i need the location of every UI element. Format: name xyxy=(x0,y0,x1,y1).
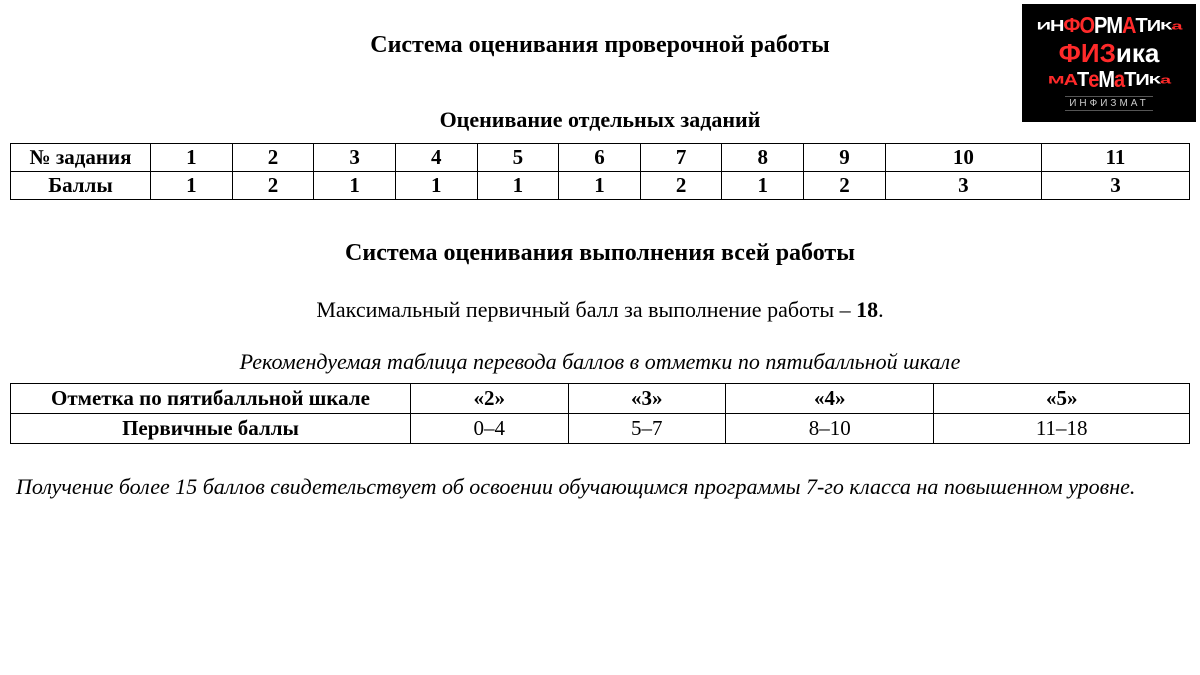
task-number: 11 xyxy=(1041,144,1189,172)
task-number: 6 xyxy=(559,144,641,172)
footer-note: Получение более 15 баллов свидетельствуе… xyxy=(10,474,1190,500)
task-points: 1 xyxy=(395,172,477,200)
logo-caption: ИНФИЗМАТ xyxy=(1065,96,1153,111)
task-points: 1 xyxy=(559,172,641,200)
tasks-row-numbers: № задания 1 2 3 4 5 6 7 8 9 10 11 xyxy=(11,144,1190,172)
task-points: 2 xyxy=(640,172,722,200)
task-number: 9 xyxy=(804,144,886,172)
grade-range: 0–4 xyxy=(411,414,569,444)
logo-line-3: МАТеМаТИКа xyxy=(1048,69,1170,92)
task-number: 10 xyxy=(885,144,1041,172)
task-points: 1 xyxy=(477,172,559,200)
section-title: Система оценивания выполнения всей работ… xyxy=(10,240,1190,267)
logo-line-2: ФИЗика xyxy=(1059,38,1160,69)
max-score-line: Максимальный первичный балл за выполнени… xyxy=(10,297,1190,323)
grade-mark: «4» xyxy=(726,384,934,414)
brand-logo: ИНФОРМАТИКа ФИЗика МАТеМаТИКа ИНФИЗМАТ xyxy=(1022,4,1196,122)
task-number: 1 xyxy=(151,144,233,172)
conversion-caption: Рекомендуемая таблица перевода баллов в … xyxy=(10,349,1190,375)
grade-range: 8–10 xyxy=(726,414,934,444)
page-title: Система оценивания проверочной работы xyxy=(10,32,1190,59)
max-score-suffix: . xyxy=(878,297,884,322)
task-points: 3 xyxy=(885,172,1041,200)
tasks-row-label: № задания xyxy=(11,144,151,172)
grade-mark: «5» xyxy=(934,384,1190,414)
task-points: 1 xyxy=(151,172,233,200)
task-number: 2 xyxy=(232,144,314,172)
grades-row-marks: Отметка по пятибалльной шкале «2» «3» «4… xyxy=(11,384,1190,414)
grades-row-ranges: Первичные баллы 0–4 5–7 8–10 11–18 xyxy=(11,414,1190,444)
tasks-subtitle: Оценивание отдельных заданий xyxy=(10,107,1190,133)
grades-table: Отметка по пятибалльной шкале «2» «3» «4… xyxy=(10,383,1190,444)
grades-row-label: Отметка по пятибалльной шкале xyxy=(11,384,411,414)
tasks-row-label: Баллы xyxy=(11,172,151,200)
grade-range: 5–7 xyxy=(568,414,726,444)
task-points: 1 xyxy=(722,172,804,200)
grade-mark: «2» xyxy=(411,384,569,414)
task-number: 4 xyxy=(395,144,477,172)
logo-line-1: ИНФОРМАТИКа xyxy=(1037,15,1182,38)
grades-row-label: Первичные баллы xyxy=(11,414,411,444)
task-number: 3 xyxy=(314,144,396,172)
grade-range: 11–18 xyxy=(934,414,1190,444)
max-score-value: 18 xyxy=(856,297,878,322)
task-points: 1 xyxy=(314,172,396,200)
task-number: 5 xyxy=(477,144,559,172)
task-number: 7 xyxy=(640,144,722,172)
tasks-row-points: Баллы 1 2 1 1 1 1 2 1 2 3 3 xyxy=(11,172,1190,200)
max-score-text: Максимальный первичный балл за выполнени… xyxy=(316,297,856,322)
task-number: 8 xyxy=(722,144,804,172)
grade-mark: «3» xyxy=(568,384,726,414)
tasks-table: № задания 1 2 3 4 5 6 7 8 9 10 11 Баллы … xyxy=(10,143,1190,200)
task-points: 2 xyxy=(804,172,886,200)
task-points: 2 xyxy=(232,172,314,200)
task-points: 3 xyxy=(1041,172,1189,200)
